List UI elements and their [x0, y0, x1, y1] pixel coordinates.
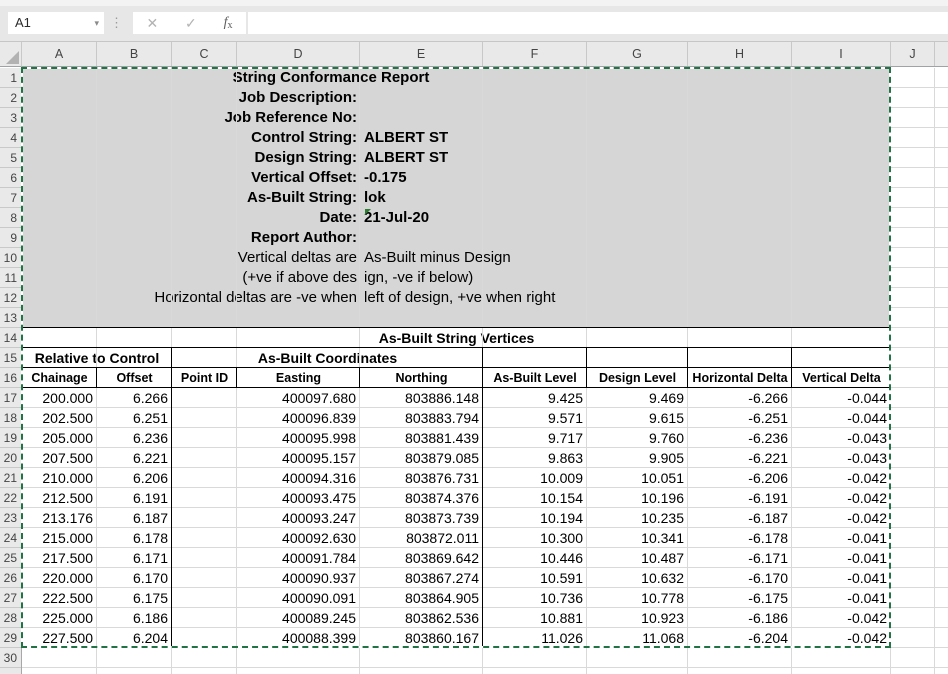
- formula-bar-input[interactable]: [248, 12, 948, 34]
- gridline: [934, 68, 935, 674]
- row-header-1[interactable]: 1: [0, 68, 17, 88]
- row-header-23[interactable]: 23: [0, 508, 17, 528]
- row-header-18[interactable]: 18: [0, 408, 17, 428]
- separator-dots-icon: ⋮: [110, 12, 120, 34]
- column-headers: ABCDEFGHIJ: [22, 42, 948, 67]
- column-header-A[interactable]: A: [22, 42, 97, 66]
- row-header-26[interactable]: 26: [0, 568, 17, 588]
- sheet-grid[interactable]: String Conformance ReportJob Description…: [22, 68, 948, 674]
- row-header-17[interactable]: 17: [0, 388, 17, 408]
- row-header-21[interactable]: 21: [0, 468, 17, 488]
- insert-function-icon[interactable]: fx: [224, 15, 233, 31]
- column-header-H[interactable]: H: [688, 42, 792, 66]
- select-all-triangle-icon: [6, 51, 19, 64]
- column-header-E[interactable]: E: [360, 42, 483, 66]
- column-header-B[interactable]: B: [97, 42, 172, 66]
- column-header-G[interactable]: G: [587, 42, 688, 66]
- row-header-8[interactable]: 8: [0, 208, 17, 228]
- row-header-12[interactable]: 12: [0, 288, 17, 308]
- row-header-13[interactable]: 13: [0, 308, 17, 328]
- row-header-10[interactable]: 10: [0, 248, 17, 268]
- name-box-dropdown-icon[interactable]: ▾: [94, 12, 99, 34]
- row-header-14[interactable]: 14: [0, 328, 17, 348]
- column-header-C[interactable]: C: [172, 42, 237, 66]
- row-header-9[interactable]: 9: [0, 228, 17, 248]
- copy-range-marching-ants: [21, 67, 891, 648]
- row-header-7[interactable]: 7: [0, 188, 17, 208]
- cancel-icon[interactable]: ✕: [146, 15, 158, 32]
- row-header-28[interactable]: 28: [0, 608, 17, 628]
- name-box-value: A1: [15, 15, 31, 30]
- column-header-I[interactable]: I: [792, 42, 891, 66]
- column-header-D[interactable]: D: [237, 42, 360, 66]
- name-box[interactable]: A1 ▾: [8, 12, 104, 34]
- row-header-4[interactable]: 4: [0, 128, 17, 148]
- row-header-2[interactable]: 2: [0, 88, 17, 108]
- row-header-15[interactable]: 15: [0, 348, 17, 368]
- row-header-24[interactable]: 24: [0, 528, 17, 548]
- row-header-6[interactable]: 6: [0, 168, 17, 188]
- column-header-F[interactable]: F: [483, 42, 587, 66]
- row-header-5[interactable]: 5: [0, 148, 17, 168]
- enter-icon[interactable]: ✓: [185, 15, 197, 32]
- row-header-27[interactable]: 27: [0, 588, 17, 608]
- formula-bar-strip: A1 ▾ ⋮ ✕ ✓ fx: [0, 0, 948, 42]
- select-all-corner[interactable]: [0, 42, 22, 67]
- row-header-3[interactable]: 3: [0, 108, 17, 128]
- row-header-16[interactable]: 16: [0, 368, 17, 388]
- row-header-11[interactable]: 11: [0, 268, 17, 288]
- row-header-25[interactable]: 25: [0, 548, 17, 568]
- row-header-20[interactable]: 20: [0, 448, 17, 468]
- row-header-19[interactable]: 19: [0, 428, 17, 448]
- formula-button-group: ✕ ✓ fx: [133, 12, 246, 34]
- row-header-22[interactable]: 22: [0, 488, 17, 508]
- column-header-J[interactable]: J: [891, 42, 935, 66]
- row-header-29[interactable]: 29: [0, 628, 17, 648]
- row-header-30[interactable]: 30: [0, 648, 17, 668]
- row-headers: 1234567891011121314151617181920212223242…: [0, 68, 22, 674]
